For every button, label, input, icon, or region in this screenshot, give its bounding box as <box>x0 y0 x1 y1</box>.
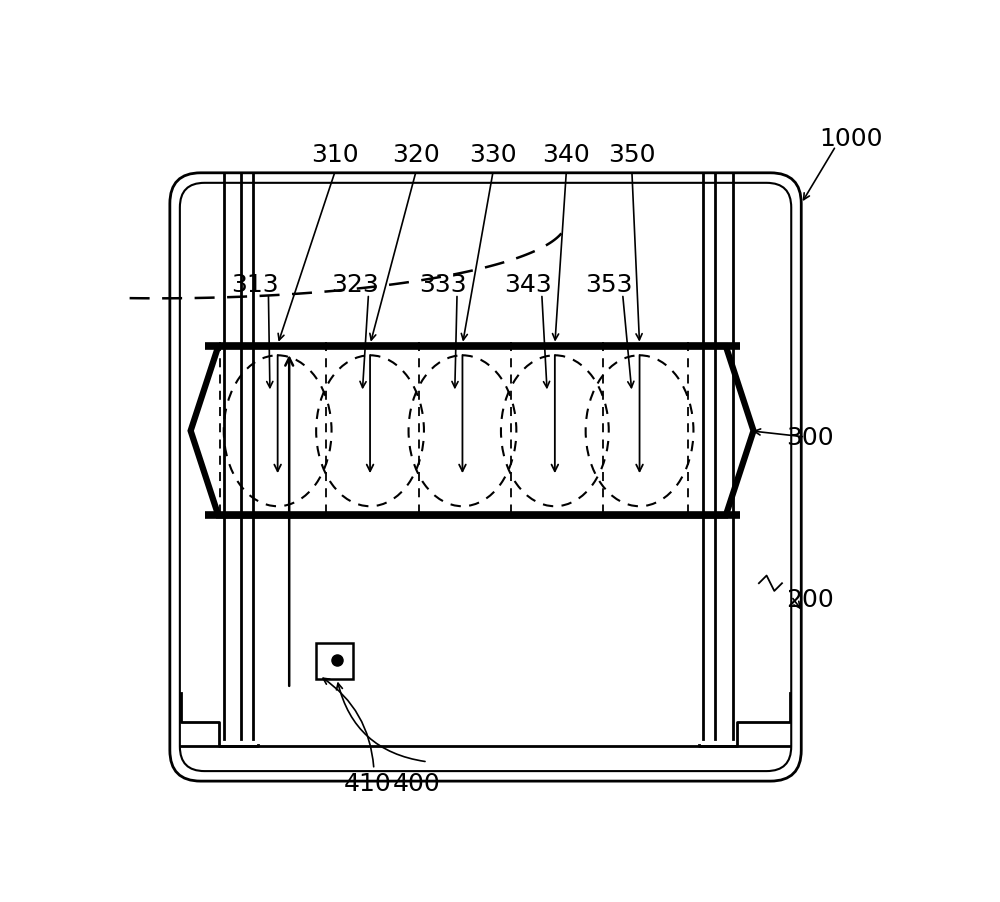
Text: 353: 353 <box>585 273 633 297</box>
Text: 320: 320 <box>392 143 440 166</box>
Text: 350: 350 <box>608 143 656 166</box>
Text: 330: 330 <box>469 143 517 166</box>
Text: 343: 343 <box>504 273 552 297</box>
Text: 400: 400 <box>392 771 440 795</box>
Bar <box>316 643 353 680</box>
Text: 200: 200 <box>786 587 834 611</box>
Text: 410: 410 <box>344 771 392 795</box>
Text: 333: 333 <box>419 273 467 297</box>
Polygon shape <box>191 346 754 516</box>
FancyBboxPatch shape <box>170 173 801 781</box>
Text: 323: 323 <box>331 273 379 297</box>
Text: 1000: 1000 <box>820 127 883 151</box>
Text: 300: 300 <box>786 426 834 449</box>
Text: 340: 340 <box>543 143 590 166</box>
Text: 313: 313 <box>231 273 278 297</box>
Text: 310: 310 <box>312 143 359 166</box>
